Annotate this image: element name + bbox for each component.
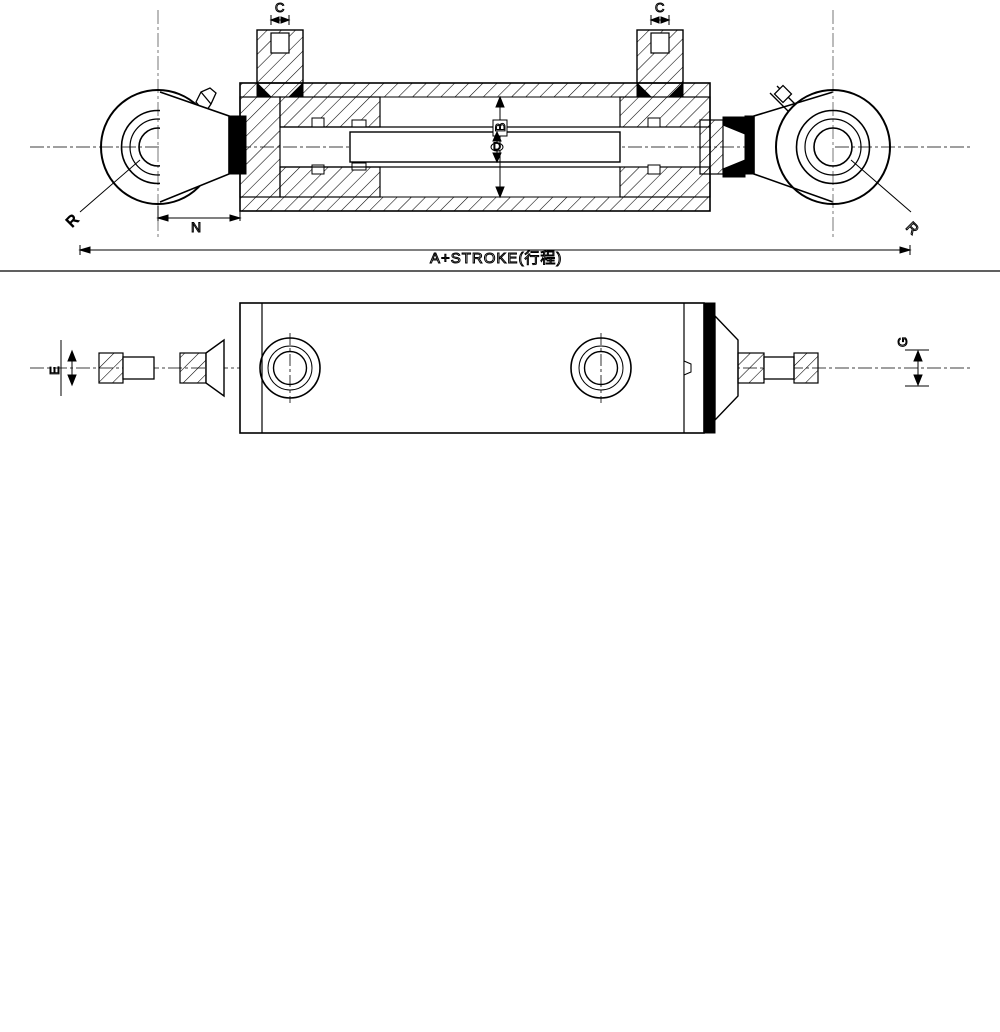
svg-text:G: G <box>895 337 910 347</box>
svg-text:B: B <box>492 123 508 132</box>
svg-text:C: C <box>275 0 284 15</box>
svg-text:D: D <box>493 141 501 153</box>
svg-text:E: E <box>47 366 62 375</box>
svg-text:A+STROKE(行程): A+STROKE(行程) <box>430 250 562 267</box>
svg-text:C: C <box>655 0 664 15</box>
svg-text:N: N <box>191 219 201 235</box>
